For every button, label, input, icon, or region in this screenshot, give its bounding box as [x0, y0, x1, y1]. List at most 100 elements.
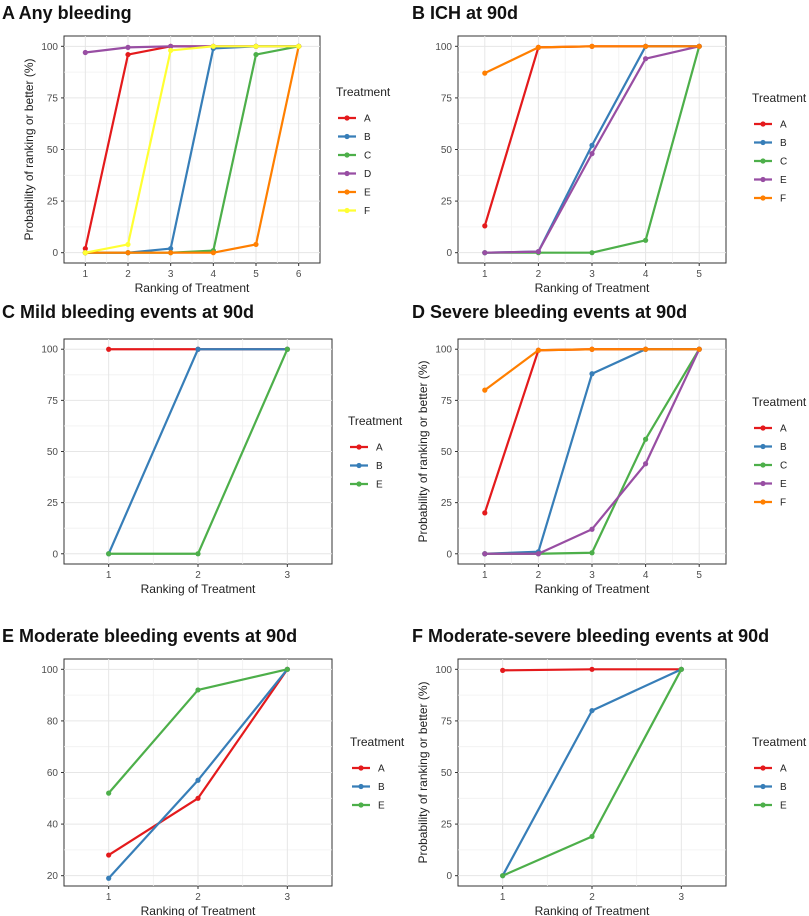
- data-point-e: [589, 526, 595, 532]
- legend-key-point: [358, 783, 364, 790]
- panel-a-any-bleeding: A Any bleeding 0 25 50 75 100 1 2 3 4 5 6 Ranking of…: [2, 3, 391, 295]
- legend-key-point: [344, 170, 350, 177]
- data-point-e: [284, 666, 290, 672]
- data-point-a: [106, 346, 112, 352]
- data-point-a: [482, 510, 488, 516]
- data-point-f: [589, 43, 595, 49]
- data-point-f: [696, 346, 702, 352]
- y-tick-label: 25: [441, 498, 453, 509]
- data-point-e: [643, 461, 649, 467]
- legend-label: C: [364, 151, 371, 162]
- data-point-e: [168, 250, 174, 256]
- data-point-e: [195, 687, 201, 693]
- legend-label: A: [364, 114, 371, 125]
- y-tick-label: 100: [435, 345, 452, 356]
- x-tick-label: 2: [589, 892, 595, 903]
- x-tick-label: 3: [589, 269, 595, 280]
- data-point-b: [589, 707, 595, 714]
- x-tick-label: 1: [83, 269, 89, 280]
- data-point-e: [106, 551, 112, 557]
- y-axis-title: Probability of ranking or better (%): [416, 360, 430, 542]
- x-tick-label: 3: [168, 269, 174, 280]
- panel-title: E Moderate bleeding events at 90d: [2, 626, 297, 646]
- legend-key-point: [760, 802, 766, 808]
- legend-label: E: [364, 188, 371, 199]
- y-tick-label: 75: [441, 716, 453, 727]
- y-tick-label: 50: [441, 145, 453, 156]
- legend-key-point: [344, 133, 350, 140]
- y-tick-label: 75: [47, 93, 59, 104]
- data-point-e: [500, 873, 506, 879]
- data-point-b: [168, 245, 174, 252]
- x-tick-label: 3: [589, 570, 595, 581]
- data-point-f: [253, 43, 259, 49]
- data-point-d: [168, 43, 174, 49]
- legend-label: B: [376, 461, 383, 472]
- data-point-f: [168, 47, 174, 54]
- legend-key-point: [344, 207, 350, 214]
- data-point-d: [125, 44, 131, 50]
- data-point-a: [195, 795, 201, 801]
- data-point-e: [482, 551, 488, 557]
- data-point-f: [643, 346, 649, 352]
- x-tick-label: 4: [643, 269, 649, 280]
- y-tick-label: 50: [441, 768, 453, 779]
- data-point-a: [500, 667, 506, 673]
- y-tick-label: 100: [435, 42, 452, 53]
- legend-key-point: [344, 189, 350, 195]
- x-tick-label: 3: [285, 892, 291, 903]
- legend-title: Treatment: [752, 91, 807, 105]
- data-point-e: [589, 833, 595, 840]
- legend-key-point: [358, 802, 364, 808]
- legend-label: F: [780, 194, 786, 205]
- legend-label: E: [780, 175, 787, 186]
- y-tick-label: 0: [52, 549, 58, 560]
- data-point-f: [125, 241, 131, 248]
- panel-title: A Any bleeding: [2, 3, 132, 23]
- data-point-a: [106, 852, 112, 858]
- legend-label: A: [780, 764, 787, 775]
- legend-key-point: [760, 139, 766, 146]
- data-point-e: [125, 250, 131, 256]
- legend-key-point: [760, 443, 766, 450]
- legend-label: C: [780, 461, 787, 472]
- panel-c-mild-bleeding: C Mild bleeding events at 90d 0 25 50 75 100 1…: [2, 302, 403, 596]
- x-tick-label: 6: [296, 269, 302, 280]
- series-line-e: [85, 46, 300, 254]
- legend-key-point: [760, 121, 766, 127]
- x-axis-title: Ranking of Treatment: [535, 904, 650, 916]
- x-tick-label: 1: [482, 570, 488, 581]
- data-point-b: [195, 346, 201, 352]
- legend-label: E: [378, 801, 385, 812]
- legend-label: B: [780, 782, 787, 793]
- data-point-f: [535, 347, 542, 353]
- y-tick-label: 0: [446, 248, 452, 259]
- data-point-b: [106, 875, 112, 881]
- legend-label: F: [364, 206, 370, 217]
- data-point-f: [589, 346, 595, 352]
- y-tick-label: 25: [441, 820, 453, 831]
- x-tick-label: 1: [106, 570, 112, 581]
- legend-label: B: [780, 442, 787, 453]
- data-point-e: [535, 249, 542, 255]
- legend-title: Treatment: [336, 85, 391, 99]
- y-tick-label: 0: [52, 248, 58, 259]
- data-point-e: [678, 666, 684, 672]
- data-point-e: [284, 346, 290, 352]
- legend-key-point: [356, 462, 362, 469]
- panel-f-moderate-severe-bleeding: F Moderate-severe bleeding events at 90d…: [412, 626, 807, 916]
- x-axis-title: Ranking of Treatment: [141, 904, 256, 916]
- x-tick-label: 1: [482, 269, 488, 280]
- y-tick-label: 40: [47, 820, 59, 831]
- x-axis-title: Ranking of Treatment: [141, 582, 256, 596]
- x-tick-label: 2: [125, 269, 131, 280]
- y-tick-label: 20: [47, 871, 59, 882]
- x-axis-title: Ranking of Treatment: [135, 281, 250, 295]
- data-point-e: [253, 241, 259, 248]
- data-point-a: [589, 666, 595, 672]
- y-tick-label: 25: [47, 498, 59, 509]
- x-tick-label: 5: [696, 269, 702, 280]
- data-point-c: [643, 237, 649, 243]
- data-point-f: [482, 387, 488, 393]
- legend-title: Treatment: [348, 414, 403, 428]
